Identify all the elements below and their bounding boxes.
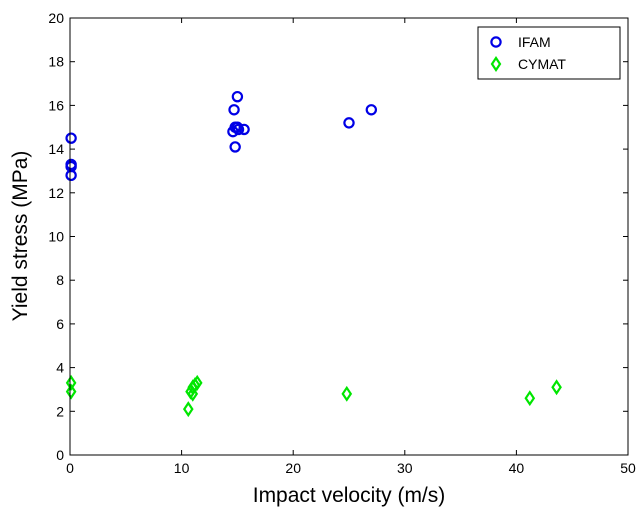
legend: IFAM CYMAT [477,26,621,80]
y-tick-label: 2 [56,403,64,419]
legend-label: CYMAT [518,56,566,72]
ifam-point [365,104,378,116]
y-tick-label: 18 [48,54,64,70]
y-tick-label: 4 [56,360,64,376]
cymat-point [551,379,562,396]
ifam-point [232,123,245,136]
y-axis-title: Yield stress (MPa) [9,151,32,322]
y-tick-label: 12 [48,185,64,201]
data-marks [65,90,562,418]
legend-marker [490,56,502,72]
ifam-point [228,104,240,116]
legend-box [477,26,621,80]
cymat-point [65,383,77,400]
ifam-point [231,90,244,103]
x-tick-label: 50 [620,460,636,476]
legend-label: IFAM [518,34,551,50]
x-tick-label: 40 [509,460,525,476]
y-tick-label: 0 [56,447,64,463]
cymat-point [341,385,353,402]
ifam-point [229,141,241,153]
x-tick-label: 0 [66,460,74,476]
y-tick-label: 8 [56,272,64,288]
plot-background [70,18,628,455]
y-tick-label: 16 [48,97,64,113]
y-tick-label: 10 [48,229,64,245]
cymat-point [191,374,203,391]
x-tick-label: 30 [397,460,413,476]
x-axis-title: Impact velocity (m/s) [253,484,446,507]
cymat-point [187,385,199,402]
cymat-point [182,401,194,418]
axis-ticks: 0 10 20 30 40 50 0 2 4 6 8 10 12 14 16 18 20 [48,10,636,476]
cymat-point [65,374,77,391]
ifam-point [238,123,250,136]
x-tick-label: 10 [174,460,190,476]
cymat-point [524,390,536,407]
ifam-point [65,132,77,144]
y-tick-label: 14 [48,141,64,157]
legend-marker [490,36,502,48]
ifam-point [227,125,239,138]
y-tick-label: 6 [56,316,64,332]
y-tick-label: 20 [48,10,64,26]
x-tick-label: 20 [285,460,301,476]
ifam-point [343,117,355,129]
ifam-point [65,169,77,182]
